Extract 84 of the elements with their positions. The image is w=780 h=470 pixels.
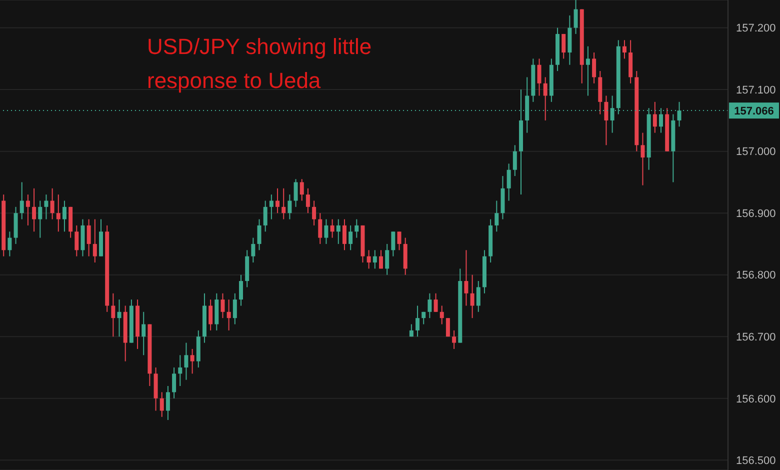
candlestick [434, 292, 438, 312]
candlestick [178, 354, 182, 387]
candlestick [86, 218, 91, 257]
candlestick [592, 52, 596, 84]
candlestick [184, 342, 188, 380]
candlestick [276, 188, 280, 214]
candlestick [312, 200, 316, 226]
y-tick-label: 156.800 [736, 270, 776, 282]
candlestick [586, 46, 590, 96]
candlestick [379, 250, 383, 270]
y-tick-label: 156.900 [736, 208, 776, 220]
candlestick [263, 200, 268, 232]
candlestick [416, 305, 420, 338]
candlestick [652, 101, 657, 134]
candlestick [288, 194, 292, 220]
text: USD/JPY showing little response to Ueda [147, 33, 373, 95]
candlestick [44, 194, 48, 220]
candlestick [391, 231, 396, 257]
candlestick [74, 224, 79, 257]
candlestick [26, 194, 30, 226]
candlestick [354, 218, 359, 238]
candlestick [226, 299, 231, 331]
candlestick [409, 324, 414, 338]
candlestick [300, 178, 304, 202]
candlestick [220, 292, 225, 319]
candlestick [318, 212, 322, 244]
candlestick [574, 0, 578, 34]
candlestick [8, 231, 12, 257]
candlestick [537, 58, 542, 96]
y-tick-label: 157.100 [736, 84, 776, 96]
y-tick-label: 157.000 [736, 146, 776, 158]
candlestick [512, 144, 517, 177]
candlestick [604, 95, 608, 146]
candlestick [142, 311, 146, 356]
candlestick [294, 178, 298, 208]
candlestick [543, 76, 548, 121]
candlestick [348, 224, 353, 251]
candlestick [385, 243, 390, 276]
candlestick [562, 33, 566, 60]
candlestick [622, 40, 626, 60]
y-tick-label: 156.600 [736, 393, 776, 406]
candlestick [20, 182, 24, 220]
candlestick [440, 305, 444, 325]
candlestick [506, 163, 511, 202]
candlestick [306, 188, 310, 214]
candlestick [232, 292, 237, 325]
candlestick [452, 330, 456, 350]
candlestick [257, 218, 262, 251]
candlestick [208, 299, 213, 331]
candlestick [50, 188, 54, 220]
candlestick [62, 200, 66, 232]
candlestick [476, 280, 480, 312]
candlestick [251, 237, 256, 263]
candlestick [92, 218, 97, 263]
ref-line-label: 157.066 [734, 106, 774, 118]
y-tick-label: 156.700 [736, 332, 776, 344]
candlestick [111, 292, 116, 338]
candlestick [38, 200, 42, 238]
candlestick [324, 218, 328, 244]
candlestick [330, 218, 334, 238]
candlestick [372, 250, 377, 270]
candlestick [269, 194, 274, 220]
candlestick [428, 292, 432, 319]
candlestick [190, 348, 194, 374]
candlestick [470, 274, 474, 319]
candlestick [422, 311, 426, 325]
y-tick-label: 157.200 [736, 22, 776, 35]
candlestick [640, 132, 645, 186]
candlestick [494, 200, 499, 232]
y-tick-label: 156.500 [736, 455, 776, 468]
candlestick [166, 386, 170, 420]
candlestick [366, 250, 371, 270]
candlestick [239, 274, 243, 306]
candlestick [282, 188, 286, 220]
candlestick [397, 231, 402, 251]
candlestick [446, 318, 450, 338]
candlestick [172, 366, 176, 399]
candlestick [464, 250, 468, 306]
candlestick [117, 299, 122, 338]
candlestick [336, 218, 340, 244]
candlestick [56, 194, 60, 232]
candlestick [32, 188, 36, 232]
candlestick [342, 218, 346, 251]
candlestick [160, 392, 164, 418]
